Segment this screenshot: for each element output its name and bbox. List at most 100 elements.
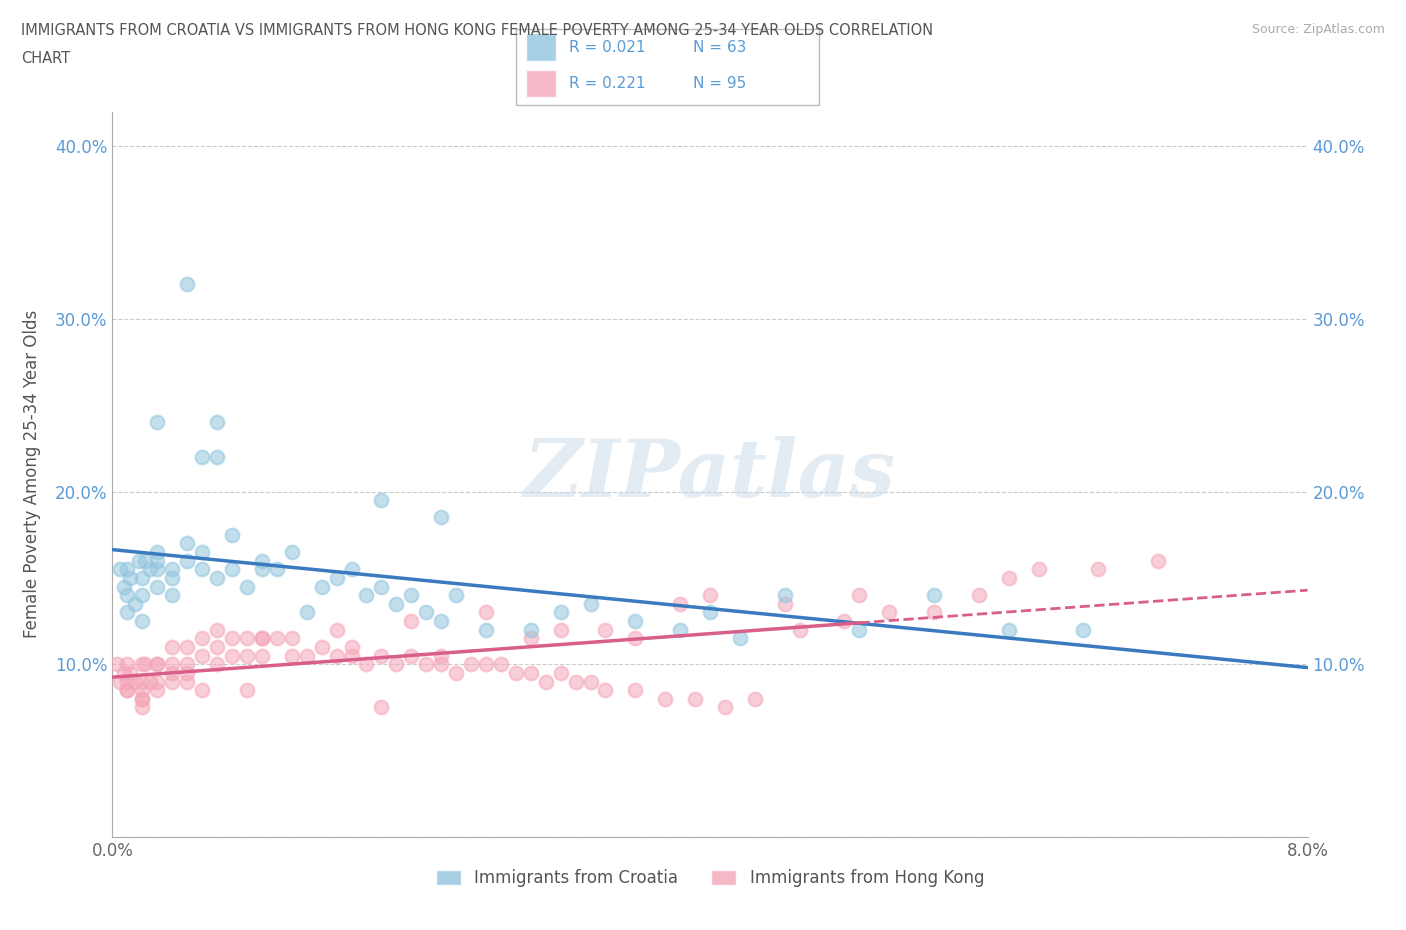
Point: [191, 449, 214, 464]
Text: R = 0.221: R = 0.221: [569, 76, 645, 91]
Point: [162, 666, 183, 681]
Text: N = 63: N = 63: [693, 40, 747, 55]
Point: [430, 657, 453, 671]
Point: [191, 648, 214, 663]
Point: [205, 415, 228, 430]
Point: [385, 657, 408, 671]
Point: [444, 666, 467, 681]
Point: [773, 596, 796, 611]
Point: [281, 631, 304, 645]
Point: [356, 588, 378, 603]
Point: [176, 640, 198, 655]
Point: [624, 614, 647, 629]
Y-axis label: Female Poverty Among 25-34 Year Olds: Female Poverty Among 25-34 Year Olds: [24, 311, 41, 638]
Text: ZIPatlas: ZIPatlas: [524, 435, 896, 513]
Point: [131, 691, 153, 706]
Point: [128, 553, 150, 568]
Point: [117, 683, 139, 698]
Point: [205, 640, 228, 655]
Point: [250, 553, 273, 568]
Point: [550, 622, 572, 637]
Point: [120, 666, 142, 681]
Point: [139, 562, 162, 577]
Point: [191, 631, 214, 645]
Point: [848, 588, 870, 603]
Point: [624, 683, 647, 698]
Point: [146, 657, 169, 671]
Point: [176, 553, 198, 568]
Point: [311, 579, 333, 594]
Point: [176, 657, 198, 671]
Point: [146, 553, 169, 568]
Point: [460, 657, 482, 671]
Point: [266, 631, 288, 645]
Point: [430, 510, 453, 525]
Point: [131, 674, 153, 689]
Point: [162, 674, 183, 689]
Point: [146, 562, 169, 577]
Point: [114, 666, 135, 681]
Point: [146, 657, 169, 671]
Point: [444, 588, 467, 603]
Point: [117, 562, 139, 577]
Point: [340, 640, 363, 655]
Point: [162, 657, 183, 671]
Text: R = 0.021: R = 0.021: [569, 40, 645, 55]
Point: [325, 648, 347, 663]
Point: [176, 674, 198, 689]
Point: [699, 605, 721, 620]
Point: [998, 570, 1021, 585]
Text: CHART: CHART: [21, 51, 70, 66]
Point: [579, 596, 602, 611]
Text: IMMIGRANTS FROM CROATIA VS IMMIGRANTS FROM HONG KONG FEMALE POVERTY AMONG 25-34 : IMMIGRANTS FROM CROATIA VS IMMIGRANTS FR…: [21, 23, 934, 38]
FancyBboxPatch shape: [526, 33, 557, 61]
Point: [848, 622, 870, 637]
Point: [236, 631, 259, 645]
Legend: Immigrants from Croatia, Immigrants from Hong Kong: Immigrants from Croatia, Immigrants from…: [429, 863, 991, 894]
Point: [550, 605, 572, 620]
Point: [1073, 622, 1095, 637]
Point: [236, 579, 259, 594]
Point: [311, 640, 333, 655]
Text: Source: ZipAtlas.com: Source: ZipAtlas.com: [1251, 23, 1385, 36]
Point: [834, 614, 856, 629]
Point: [654, 691, 676, 706]
Point: [595, 622, 617, 637]
Point: [236, 683, 259, 698]
Point: [146, 545, 169, 560]
Point: [789, 622, 811, 637]
Point: [191, 683, 214, 698]
Point: [534, 674, 557, 689]
Point: [699, 588, 721, 603]
Point: [295, 648, 318, 663]
Point: [385, 596, 408, 611]
Point: [191, 545, 214, 560]
Point: [624, 631, 647, 645]
Point: [250, 648, 273, 663]
Point: [370, 700, 392, 715]
Point: [922, 605, 945, 620]
Point: [744, 691, 766, 706]
Point: [1028, 562, 1050, 577]
Point: [370, 493, 392, 508]
Point: [124, 596, 146, 611]
Point: [139, 674, 162, 689]
Point: [205, 449, 228, 464]
Point: [131, 700, 153, 715]
Point: [146, 683, 169, 698]
Point: [325, 622, 347, 637]
Point: [415, 657, 437, 671]
Point: [221, 648, 243, 663]
Point: [489, 657, 512, 671]
Point: [146, 415, 169, 430]
Point: [117, 674, 139, 689]
Point: [356, 657, 378, 671]
Point: [505, 666, 527, 681]
Point: [669, 622, 692, 637]
Point: [401, 614, 423, 629]
Point: [877, 605, 901, 620]
Point: [564, 674, 586, 689]
Point: [370, 648, 392, 663]
Point: [120, 570, 142, 585]
Point: [176, 666, 198, 681]
